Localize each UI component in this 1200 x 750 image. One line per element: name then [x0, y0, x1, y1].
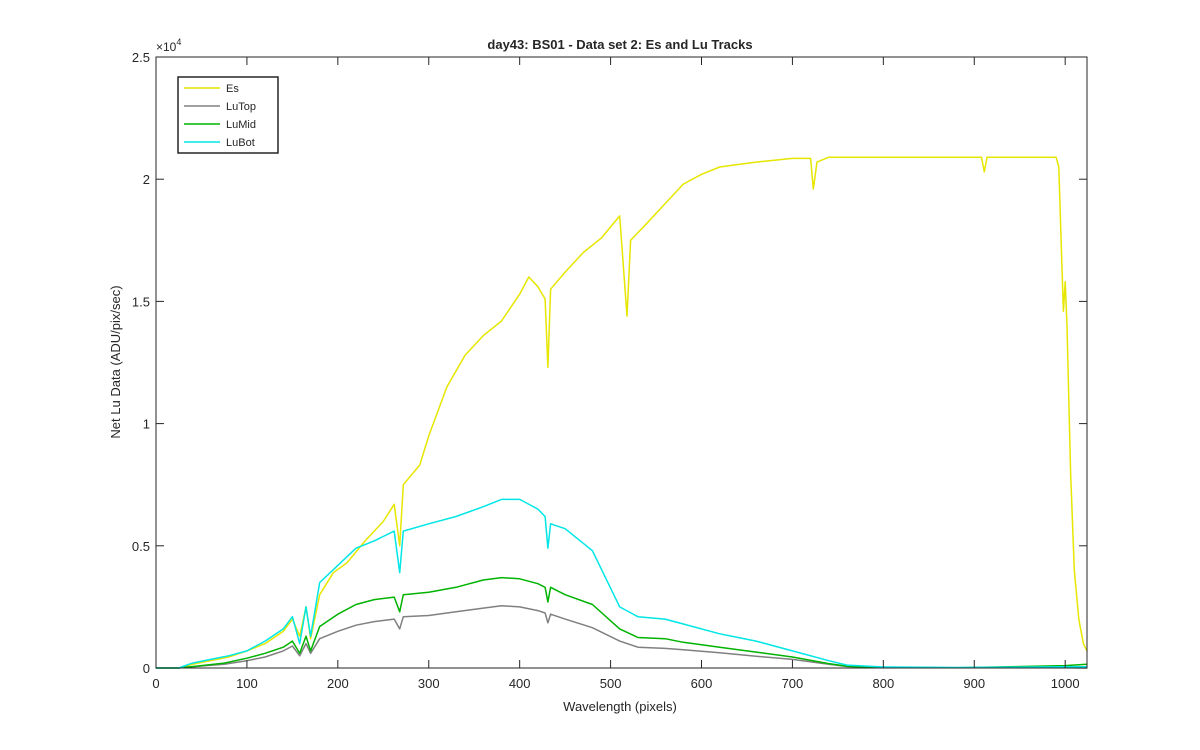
plot-area [156, 57, 1087, 668]
x-tick-label: 700 [782, 676, 804, 691]
legend-label-lumid: LuMid [226, 119, 256, 131]
x-tick-label: 800 [872, 676, 894, 691]
axes-box [155, 56, 1088, 669]
y-tick-label: 0.5 [132, 539, 150, 554]
y-tick-label: 2 [143, 172, 150, 187]
y-exponent-label: ×104 [156, 37, 181, 54]
y-tick-label: 0 [143, 661, 150, 676]
chart-title: day43: BS01 - Data set 2: Es and Lu Trac… [487, 37, 752, 52]
series-lines [156, 156, 1088, 669]
legend: Es LuTop LuMid LuBot [177, 76, 279, 154]
legend-label-lutop: LuTop [226, 101, 256, 113]
series-line-lumid [156, 576, 1088, 669]
legend-label-lubot: LuBot [226, 137, 255, 149]
axes: 0 100 200 300 400 500 600 700 800 900 1000 0 0.5 1 1.5… [132, 50, 1088, 691]
plot-background [156, 57, 1087, 668]
x-tick-label: 100 [236, 676, 258, 691]
x-tick-label: 500 [600, 676, 622, 691]
y-tick-label: 2.5 [132, 50, 150, 65]
legend-label-es: Es [226, 83, 239, 95]
legend-box [177, 76, 279, 154]
series-line-lutop [156, 604, 1088, 669]
x-tick-label: 900 [963, 676, 985, 691]
series-line-lubot [156, 498, 1087, 669]
x-tick-label: 200 [327, 676, 349, 691]
x-tick-label: 0 [152, 676, 159, 691]
y-axis-label: Net Lu Data (ADU/pix/sec) [108, 285, 123, 438]
x-tick-label: 300 [418, 676, 440, 691]
y-tick-label: 1 [143, 417, 150, 432]
series-line-es [156, 156, 1088, 669]
x-axis-label: Wavelength (pixels) [563, 699, 677, 714]
x-tick-label: 600 [691, 676, 713, 691]
x-tick-label: 400 [509, 676, 531, 691]
y-exponent-power: 4 [176, 37, 181, 47]
y-tick-label: 1.5 [132, 294, 150, 309]
y-exponent-base: ×10 [156, 40, 177, 54]
x-tick-label: 1000 [1051, 676, 1080, 691]
